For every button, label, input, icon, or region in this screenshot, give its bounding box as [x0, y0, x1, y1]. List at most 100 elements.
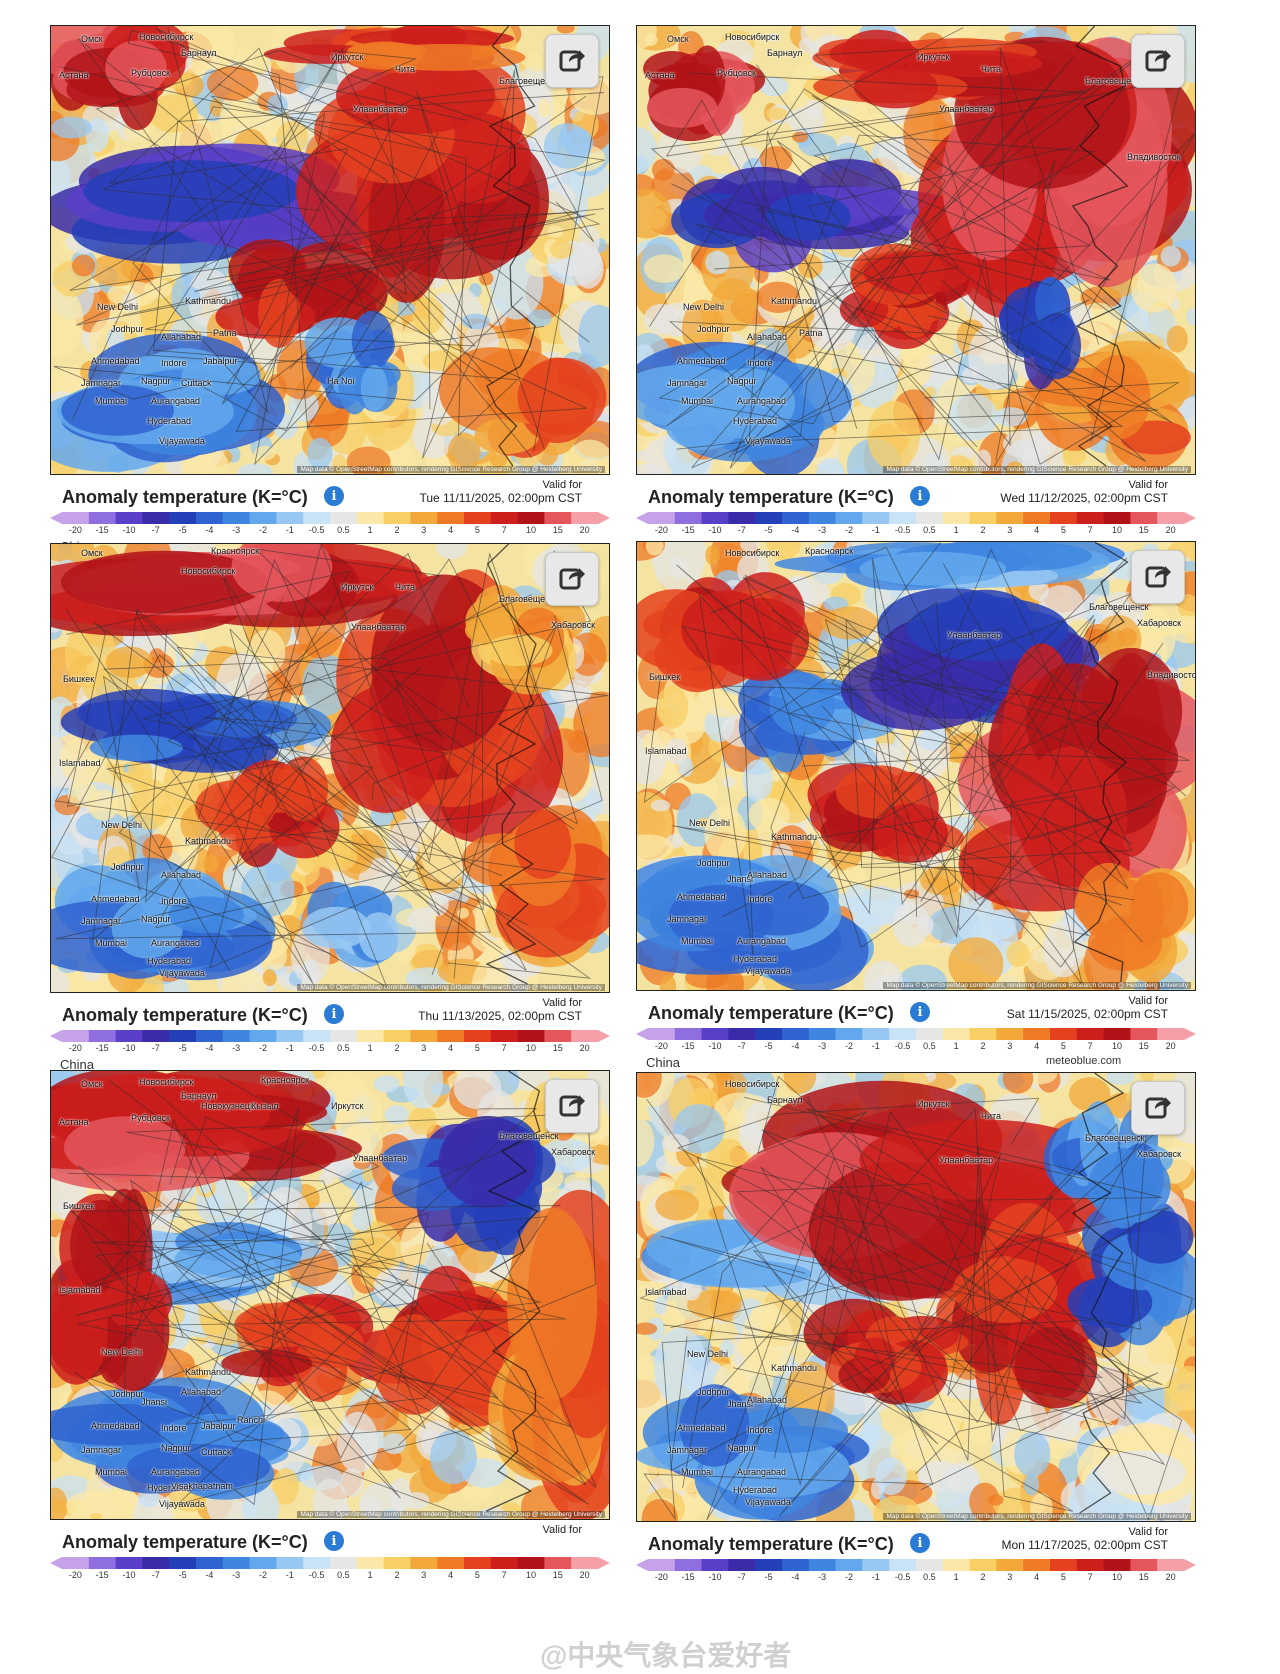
tick-label: 3: [421, 1570, 427, 1580]
city-label: Indore: [161, 1423, 187, 1433]
city-label: Vijayawada: [159, 968, 205, 978]
city-label: Allahabad: [747, 870, 788, 880]
city-label: Астана: [645, 70, 675, 80]
valid-for-label: Valid for: [542, 1524, 582, 1536]
tick-label: -5: [764, 1041, 773, 1051]
city-label: Рубцовск: [131, 1113, 170, 1123]
info-icon[interactable]: i: [910, 1002, 930, 1022]
city-label: Омск: [81, 34, 103, 44]
legend: Anomaly temperature (K=°C) i Valid for Sat …: [636, 993, 1196, 1075]
share-button[interactable]: [1131, 1081, 1185, 1135]
anomaly-map[interactable]: Новосибирск Красноярск Улаанбаатар Благовещ…: [636, 541, 1196, 991]
anomaly-map[interactable]: Омск Красноярск Новосибирск Иркутск Чита Улаа…: [50, 543, 610, 993]
city-label: Aurangabad: [737, 1467, 787, 1477]
city-label: Vijayawada: [159, 1499, 205, 1509]
city-label: Islamabad: [645, 746, 687, 756]
share-button[interactable]: [1131, 550, 1185, 604]
city-label: Jabalpur: [201, 1421, 236, 1431]
anomaly-map[interactable]: Омск Новосибирск Барнаул Астана Рубцовск Ирку…: [636, 25, 1196, 475]
tick-label: -15: [681, 1572, 695, 1582]
city-label: Чита: [395, 582, 416, 592]
city-label: Vijayawada: [745, 966, 791, 976]
share-button[interactable]: [545, 552, 599, 606]
city-label: Kathmandu: [771, 296, 818, 306]
tick-label: -1: [285, 1043, 294, 1053]
tick-label: -0.5: [894, 525, 911, 535]
info-icon[interactable]: i: [910, 1533, 930, 1553]
share-button[interactable]: [545, 34, 599, 88]
city-label: Cuttack: [181, 378, 212, 388]
city-label: Бишкек: [649, 672, 681, 682]
info-icon[interactable]: i: [324, 486, 344, 506]
map-attribution: Map data © OpenStreetMap contributors, r…: [297, 984, 605, 991]
tick-label: -20: [68, 1570, 82, 1580]
tick-label: -2: [844, 525, 854, 535]
city-label: Улаанбаатар: [351, 622, 406, 632]
city-label: Кызыл: [251, 1101, 279, 1111]
tick-label: -3: [232, 1043, 241, 1053]
city-label: Allahabad: [747, 332, 788, 342]
tick-label: 4: [1034, 1041, 1040, 1051]
city-label: Омск: [81, 1079, 103, 1089]
tick-label: -0.5: [308, 525, 325, 535]
city-label: Ahmedabad: [677, 1423, 726, 1433]
tick-label: -1: [871, 1041, 880, 1051]
tick-label: -20: [654, 1572, 668, 1582]
colorbar-ticks: -20 -15 -10 -7 -5 -4 -3 -2 -1 -0.5 0.5 1 2 3 4 5 7 10 15 20: [50, 1043, 610, 1055]
tick-label: 15: [1138, 1572, 1149, 1582]
tick-label: 2: [980, 1041, 986, 1051]
city-label: Jhansi: [727, 1399, 754, 1409]
share-icon: [1143, 1091, 1173, 1126]
tick-label: 4: [1034, 525, 1040, 535]
city-label: Allahabad: [747, 1395, 788, 1405]
tick-label: 0.5: [337, 1043, 350, 1053]
city-label: Омск: [81, 548, 103, 558]
tick-label: 0.5: [923, 1572, 936, 1582]
city-label: Улаанбаатар: [353, 1153, 408, 1163]
tick-label: -0.5: [308, 1043, 325, 1053]
tick-label: 2: [980, 1572, 986, 1582]
tick-label: 20: [579, 1043, 590, 1053]
tick-label: 2: [394, 1043, 400, 1053]
info-icon[interactable]: i: [324, 1004, 344, 1024]
city-label: Jamnagar: [81, 1445, 122, 1455]
city-label: Рубцовск: [717, 68, 756, 78]
city-label: Nagpur: [727, 376, 757, 386]
share-button[interactable]: [545, 1079, 599, 1133]
city-label: Новосибирск: [725, 1079, 780, 1089]
brand-label[interactable]: meteoblue.com: [1046, 1055, 1122, 1067]
city-label: Kathmandu: [771, 1363, 818, 1373]
city-label: Красноярск: [261, 1075, 310, 1085]
anomaly-map[interactable]: Новосибирск Барнаул Иркутск Чита Улаанбаатар…: [636, 1072, 1196, 1522]
tick-label: -2: [258, 1043, 268, 1053]
city-label: Kathmandu: [771, 832, 818, 842]
tick-label: 7: [501, 1043, 507, 1053]
tick-label: -2: [258, 1570, 268, 1580]
anomaly-map[interactable]: Омск Новосибирск Красноярск Барнаул Новокузн…: [50, 1070, 610, 1520]
city-label: Indore: [747, 1425, 773, 1435]
city-label: Mumbai: [95, 396, 128, 406]
city-label: Islamabad: [645, 1287, 687, 1297]
city-label: Благовещенск: [1089, 602, 1149, 612]
city-label: Улаанбаатар: [353, 104, 408, 114]
legend: Anomaly temperature (K=°C) i Valid for Mon …: [636, 1524, 1196, 1606]
info-icon[interactable]: i: [910, 486, 930, 506]
legend-title: Anomaly temperature (K=°C): [62, 487, 308, 507]
tick-label: -4: [205, 525, 214, 535]
tick-label: 5: [474, 1043, 480, 1053]
tick-label: -4: [791, 1572, 800, 1582]
colorbar-ticks: -20 -15 -10 -7 -5 -4 -3 -2 -1 -0.5 0.5 1 2 3 4 5 7 10 15 20: [636, 1041, 1196, 1053]
share-button[interactable]: [1131, 34, 1185, 88]
city-label: Mumbai: [681, 936, 714, 946]
city-label: Mumbai: [681, 396, 714, 406]
anomaly-map[interactable]: Омск Новосибирск Барнаул Астана Рубцовск Ирку…: [50, 25, 610, 475]
info-icon[interactable]: i: [324, 1531, 344, 1551]
tick-label: 7: [501, 525, 507, 535]
tick-label: -10: [122, 525, 136, 535]
city-label: Nagpur: [161, 1443, 191, 1453]
city-label: Новосибирск: [139, 1077, 194, 1087]
city-label: Хабаровск: [1137, 618, 1182, 628]
map-attribution: Map data © OpenStreetMap contributors, r…: [297, 466, 605, 473]
tick-label: -4: [205, 1570, 214, 1580]
tick-label: -15: [681, 525, 695, 535]
